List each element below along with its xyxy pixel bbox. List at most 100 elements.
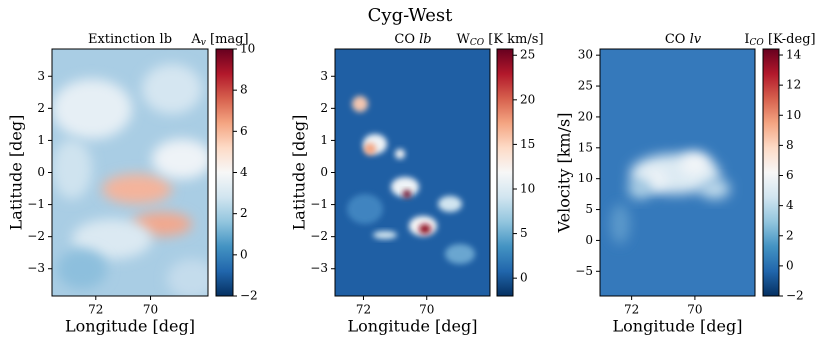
- map-feature: [395, 149, 405, 159]
- y-tick-label: −3: [310, 261, 328, 275]
- y-tick-label: 0: [320, 165, 328, 179]
- colorbar-tick-label: 5: [520, 226, 528, 240]
- colorbar-tick-label: 8: [786, 138, 794, 152]
- map-feature: [628, 179, 652, 199]
- x-tick-label: 70: [687, 303, 702, 317]
- y-tick-label: 2: [37, 101, 45, 115]
- map-feature: [167, 259, 208, 296]
- y-tick-label: 3: [37, 69, 45, 83]
- panel-title-italic: lv: [690, 32, 702, 47]
- colorbar-tick-label: 8: [240, 83, 248, 97]
- colorbar-label: ICO [K-deg]: [744, 32, 815, 48]
- colorbar-tick-label: 10: [786, 108, 801, 122]
- map-feature: [52, 79, 132, 139]
- panel-title-text: CO: [665, 32, 686, 47]
- y-tick-label: 15: [578, 140, 593, 154]
- y-tick-label: 25: [578, 79, 593, 93]
- colorbar: [496, 48, 514, 297]
- colorbar-label-sub: CO: [470, 38, 485, 48]
- y-tick-label: −1: [27, 197, 45, 211]
- colorbar-tick-label: 6: [786, 168, 794, 182]
- x-axis-label: Longitude [deg]: [613, 317, 743, 336]
- y-tick-label: −1: [310, 197, 328, 211]
- map-feature: [364, 143, 376, 155]
- map-feature: [700, 179, 730, 199]
- colorbar-tick-label: −2: [786, 289, 804, 303]
- figure-title: Cyg-West: [368, 5, 453, 26]
- map-feature: [438, 196, 462, 212]
- colorbar-tick-label: 0: [786, 258, 794, 272]
- x-tick-label: 70: [419, 303, 434, 317]
- panel-title-text: Extinction lb: [88, 32, 172, 47]
- map-feature: [52, 139, 92, 199]
- y-tick-label: 3: [320, 69, 328, 83]
- y-tick-label: 1: [37, 133, 45, 147]
- x-tick-label: 70: [143, 303, 158, 317]
- map-feature: [102, 174, 172, 204]
- colorbar-tick-label: 2: [240, 206, 248, 220]
- x-axis-label: Longitude [deg]: [348, 317, 478, 336]
- colorbar-tick-label: 14: [786, 48, 802, 62]
- map-feature: [419, 224, 431, 234]
- colorbar-tick-label: 10: [520, 181, 535, 195]
- panel-title: Extinction lb: [88, 32, 172, 47]
- x-tick-label: 72: [88, 303, 103, 317]
- map-feature: [610, 204, 630, 244]
- colorbar-label-sub: v: [201, 38, 206, 48]
- colorbar-label: WCO [K km/s]: [456, 32, 543, 48]
- y-tick-label: −2: [310, 229, 328, 243]
- panel-title: CO lv: [665, 32, 702, 47]
- colorbar: [762, 48, 780, 297]
- map-image: [600, 49, 755, 296]
- map-feature: [352, 96, 368, 112]
- map-feature: [680, 152, 710, 176]
- map-image: [335, 49, 490, 296]
- colorbar-tick-label: −2: [240, 289, 258, 303]
- y-tick-label: 5: [585, 202, 593, 216]
- y-tick-label: 30: [578, 48, 593, 62]
- colorbar: [215, 48, 234, 297]
- colorbar-tick-label: 12: [786, 78, 801, 92]
- y-tick-label: −5: [575, 264, 593, 278]
- colorbar-tick-label: 4: [786, 198, 794, 212]
- colorbar-tick-label: 25: [520, 48, 535, 62]
- colorbar-tick-label: 4: [240, 165, 248, 179]
- map-feature: [57, 249, 107, 289]
- colorbar-tick-label: 10: [240, 42, 255, 56]
- y-tick-label: 2: [320, 101, 328, 115]
- colorbar-label-sub: CO: [750, 38, 765, 48]
- y-tick-label: −3: [27, 261, 45, 275]
- panel-title-text: CO: [394, 32, 415, 47]
- y-axis-label: Latitude [deg]: [290, 115, 309, 231]
- colorbar-label-symbol: I: [744, 32, 749, 47]
- colorbar-label-unit: [K km/s]: [488, 32, 543, 47]
- y-axis-label: Velocity [km/s]: [555, 113, 574, 234]
- colorbar-tick-label: 6: [240, 124, 248, 138]
- map-feature: [72, 219, 152, 259]
- map-feature: [142, 64, 202, 114]
- map-feature: [391, 177, 419, 197]
- colorbar-label-symbol: W: [456, 32, 470, 47]
- panel-title-italic: lb: [419, 32, 431, 47]
- colorbar-label-unit: [K-deg]: [768, 32, 816, 47]
- colorbar-tick-label: 2: [786, 228, 794, 242]
- y-tick-label: 10: [578, 171, 593, 185]
- y-tick-label: 20: [578, 109, 593, 123]
- map-feature: [373, 231, 397, 239]
- y-tick-label: −2: [27, 229, 45, 243]
- colorbar-label: Av [mag]: [190, 32, 248, 48]
- map-image: [52, 49, 208, 296]
- map-feature: [403, 190, 411, 198]
- colorbar-label-symbol: A: [190, 32, 201, 47]
- y-axis-label: Latitude [deg]: [7, 115, 26, 231]
- x-tick-label: 72: [624, 303, 639, 317]
- colorbar-tick-label: 15: [520, 137, 535, 151]
- y-tick-label: 0: [37, 165, 45, 179]
- map-feature: [445, 244, 475, 264]
- colorbar-tick-label: 0: [520, 271, 528, 285]
- y-tick-label: 1: [320, 133, 328, 147]
- colorbar-tick-label: 20: [520, 92, 535, 106]
- axes-frame: [599, 48, 756, 297]
